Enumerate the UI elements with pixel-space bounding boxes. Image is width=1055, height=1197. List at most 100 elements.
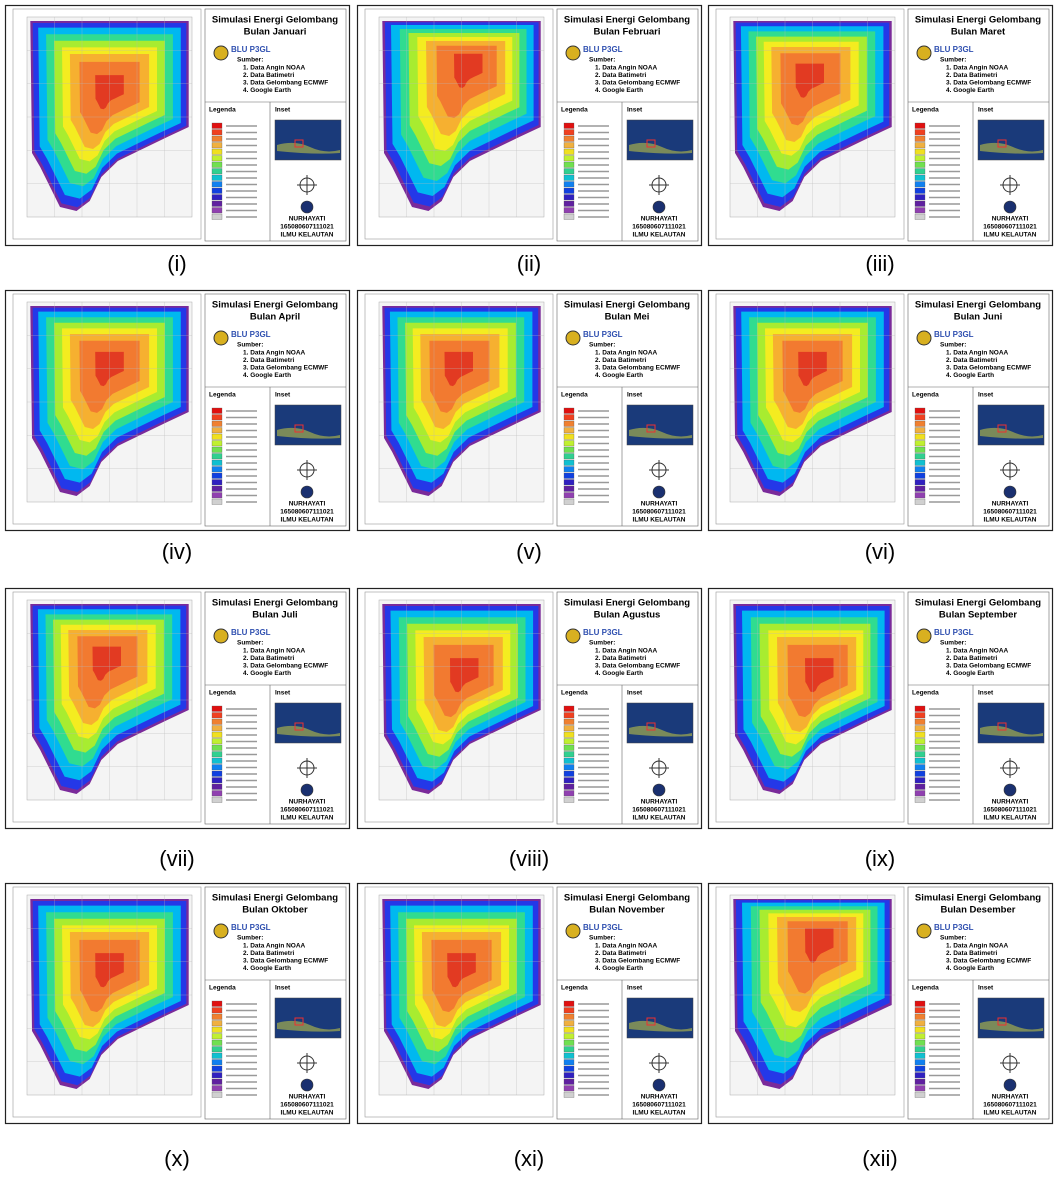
department: ILMU KELAUTAN xyxy=(633,815,686,822)
panel-title: Simulasi Energi Gelombang xyxy=(915,893,1041,904)
logo-text: BLU P3GL xyxy=(934,923,974,932)
inset-land xyxy=(277,725,340,737)
inset-heading: Inset xyxy=(978,690,994,697)
author: NURHAYATI xyxy=(992,216,1029,223)
legend-swatch xyxy=(563,1039,575,1046)
compass-arrow xyxy=(1000,1053,1020,1073)
logo xyxy=(213,45,229,61)
legend-swatch xyxy=(914,407,926,414)
source-item: 4. Google Earth xyxy=(946,965,994,972)
legend-swatch xyxy=(563,1046,575,1053)
legend-swatch xyxy=(914,485,926,492)
wave-contour xyxy=(795,63,824,98)
legend-swatch xyxy=(563,472,575,479)
nim: 165080607111021 xyxy=(632,509,686,516)
legend-swatch xyxy=(563,705,575,712)
caption: (xii) xyxy=(862,1146,897,1171)
author: NURHAYATI xyxy=(289,216,326,223)
inset-box xyxy=(646,1017,656,1026)
wave-contour xyxy=(805,928,834,963)
legend-swatch xyxy=(563,1013,575,1020)
legend-swatch xyxy=(563,420,575,427)
legend-swatch xyxy=(211,498,223,505)
university-logo xyxy=(1003,200,1017,214)
inset-map xyxy=(977,119,1045,161)
inset-land xyxy=(277,427,340,439)
source-item: 1. Data Angin NOAA xyxy=(946,350,1009,357)
logo-text: BLU P3GL xyxy=(583,45,623,54)
source-item: 3. Data Gelombang ECMWF xyxy=(946,365,1031,372)
panel-title: Simulasi Energi Gelombang xyxy=(212,300,338,311)
university-logo xyxy=(1003,783,1017,797)
inset-box xyxy=(294,139,304,148)
legend-swatch xyxy=(211,492,223,499)
compass-arrow xyxy=(1000,175,1020,195)
legend-swatch xyxy=(211,148,223,155)
legend-heading: Legenda xyxy=(209,107,236,114)
source-item: 2. Data Batimetri xyxy=(243,357,294,364)
inset-land xyxy=(980,725,1043,737)
legend-swatch xyxy=(563,213,575,220)
logo-text: BLU P3GL xyxy=(231,923,271,932)
inset-map xyxy=(977,997,1045,1039)
department: ILMU KELAUTAN xyxy=(633,1110,686,1117)
legend-swatch xyxy=(914,155,926,162)
source-item: 1. Data Angin NOAA xyxy=(595,350,658,357)
legend-swatch xyxy=(211,1091,223,1098)
legend-swatch xyxy=(914,492,926,499)
legend-swatch xyxy=(211,725,223,732)
nim: 165080607111021 xyxy=(983,807,1037,814)
legend-swatch xyxy=(914,1007,926,1014)
legend-swatch xyxy=(914,1059,926,1066)
legend-swatch xyxy=(563,1000,575,1007)
source-item: 1. Data Angin NOAA xyxy=(946,943,1009,950)
legend-swatch xyxy=(563,174,575,181)
legend-swatch xyxy=(211,1065,223,1072)
inset-box xyxy=(646,424,656,433)
inset-heading: Inset xyxy=(627,392,643,399)
panel-month: Bulan Maret xyxy=(951,27,1006,38)
legend-swatch xyxy=(914,1026,926,1033)
legend-swatch xyxy=(211,207,223,214)
legend-swatch xyxy=(914,446,926,453)
legend-swatch xyxy=(211,1052,223,1059)
inset-heading: Inset xyxy=(627,985,643,992)
legend-swatch xyxy=(563,777,575,784)
inset-box xyxy=(997,139,1007,148)
inset-map xyxy=(274,119,342,161)
wave-contour xyxy=(454,53,483,88)
logo-text: BLU P3GL xyxy=(231,330,271,339)
legend-swatch xyxy=(914,1000,926,1007)
panel-month: Bulan Februari xyxy=(593,27,660,38)
caption: (ii) xyxy=(517,251,541,276)
caption: (vii) xyxy=(159,846,194,871)
legend-swatch xyxy=(914,744,926,751)
compass-arrow xyxy=(1000,758,1020,778)
legend-swatch xyxy=(563,1007,575,1014)
inset-land xyxy=(980,427,1043,439)
logo xyxy=(213,923,229,939)
legend-swatch xyxy=(914,1091,926,1098)
legend-swatch xyxy=(914,1072,926,1079)
logo-text: BLU P3GL xyxy=(934,330,974,339)
legend-swatch xyxy=(914,213,926,220)
legend-swatch xyxy=(563,1059,575,1066)
logo-text: BLU P3GL xyxy=(934,628,974,637)
logo xyxy=(916,45,932,61)
source-item: 2. Data Batimetri xyxy=(595,655,646,662)
legend-swatch xyxy=(914,1078,926,1085)
university-logo xyxy=(300,485,314,499)
legend-swatch xyxy=(211,485,223,492)
legend-swatch xyxy=(211,1007,223,1014)
author: NURHAYATI xyxy=(992,501,1029,508)
inset-map xyxy=(977,404,1045,446)
legend-swatch xyxy=(914,1033,926,1040)
legend-swatch xyxy=(914,1013,926,1020)
source-item: 1. Data Angin NOAA xyxy=(243,943,306,950)
department: ILMU KELAUTAN xyxy=(984,517,1037,524)
legend-swatch xyxy=(563,1065,575,1072)
